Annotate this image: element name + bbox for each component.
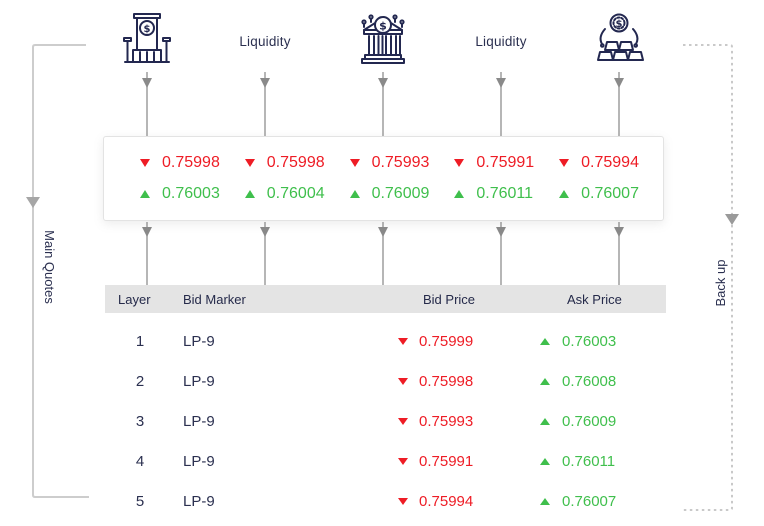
table-row: 1 LP-9 0.75999 0.76003 — [105, 321, 666, 361]
up-triangle-icon — [540, 497, 550, 505]
ask-price-cell: 0.76007 — [562, 492, 617, 510]
liquidity-label: Liquidity — [239, 34, 291, 49]
up-triangle-icon — [540, 377, 550, 385]
layer-cell: 3 — [135, 412, 145, 430]
gold-bars-dollar-icon: $ — [591, 12, 647, 68]
bid-price-cell: 0.75999 — [419, 332, 474, 350]
main-quotes-label: Main Quotes — [42, 230, 57, 304]
bid-price-cell: 0.75991 — [419, 452, 474, 470]
bid-marker-cell: LP-9 — [183, 412, 215, 430]
bank-tower-dollar-icon: $ — [119, 12, 175, 68]
quote-column: 0.75991 0.76011 — [454, 154, 534, 203]
down-triangle-icon — [559, 159, 570, 167]
ask-price-cell: 0.76009 — [562, 412, 617, 430]
bid-marker-cell: LP-9 — [183, 332, 215, 350]
down-triangle-icon — [349, 159, 360, 167]
bid-quote: 0.75994 — [581, 154, 639, 171]
bottom-connector-arrowheads — [142, 227, 624, 237]
up-triangle-icon — [140, 190, 150, 198]
liquidity-label: Liquidity — [475, 34, 527, 49]
down-triangle-icon — [398, 337, 408, 345]
down-triangle-icon — [140, 159, 150, 167]
bid-marker-cell: LP-9 — [183, 372, 215, 390]
quote-column: 0.75993 0.76009 — [349, 154, 430, 203]
backup-label: Back up — [713, 259, 728, 307]
svg-text:$: $ — [616, 19, 623, 30]
bid-price-cell: 0.75994 — [419, 492, 474, 510]
down-triangle-icon — [398, 497, 408, 505]
bid-price-cell: 0.75998 — [419, 372, 474, 390]
down-triangle-icon — [398, 417, 408, 425]
ask-price-cell: 0.76008 — [562, 372, 617, 390]
col-header-layer: Layer — [118, 291, 151, 307]
down-triangle-icon — [398, 457, 408, 465]
table-row: 5 LP-9 0.75994 0.76007 — [105, 481, 666, 521]
table-header: Layer Bid Marker Bid Price Ask Price — [105, 285, 666, 313]
ask-quote: 0.76004 — [266, 185, 325, 202]
table-row: 2 LP-9 0.75998 0.76008 — [105, 361, 666, 401]
bid-quote: 0.75998 — [162, 154, 220, 171]
ask-quote: 0.76003 — [162, 185, 220, 202]
up-triangle-icon — [540, 337, 550, 345]
aggregated-quotes-panel: 0.75998 0.76003 0.75998 0.76004 0.75993 … — [103, 136, 664, 221]
down-triangle-icon — [398, 377, 408, 385]
arrow-down-icon — [26, 197, 40, 208]
ask-quote: 0.76011 — [476, 185, 533, 202]
svg-text:$: $ — [144, 24, 151, 35]
table-row: 3 LP-9 0.75993 0.76009 — [105, 401, 666, 441]
quote-column: 0.75998 0.76003 — [140, 154, 220, 203]
table-body: 1 LP-9 0.75999 0.76003 2 LP-9 0.75998 0.… — [105, 313, 666, 521]
up-triangle-icon — [244, 190, 255, 198]
columned-bank-coins-icon: $ — [355, 12, 411, 68]
arrow-down-icon — [725, 214, 739, 225]
bid-quote: 0.75991 — [476, 154, 535, 171]
bid-marker-cell: LP-9 — [183, 452, 215, 470]
bid-quote: 0.75993 — [371, 154, 430, 171]
top-connector-arrowheads — [142, 78, 624, 88]
up-triangle-icon — [559, 190, 570, 198]
up-triangle-icon — [540, 457, 550, 465]
svg-text:$: $ — [379, 20, 387, 33]
layer-cell: 1 — [135, 332, 145, 350]
layer-cell: 2 — [135, 372, 145, 390]
ask-price-cell: 0.76003 — [562, 332, 617, 350]
bid-quote: 0.75998 — [266, 154, 325, 171]
bid-price-cell: 0.75993 — [419, 412, 474, 430]
ask-quote: 0.76007 — [581, 185, 639, 202]
col-header-ask-price: Ask Price — [567, 291, 622, 307]
layer-cell: 4 — [135, 452, 145, 470]
col-header-bid-price: Bid Price — [423, 291, 476, 307]
up-triangle-icon — [540, 417, 550, 425]
layer-cell: 5 — [135, 492, 145, 510]
quote-column: 0.75998 0.76004 — [244, 154, 325, 203]
col-header-bid-marker: Bid Marker — [183, 291, 246, 307]
up-triangle-icon — [349, 190, 360, 198]
ask-quote: 0.76009 — [371, 185, 430, 202]
depth-of-market-table: Layer Bid Marker Bid Price Ask Price 1 L… — [105, 285, 666, 521]
down-triangle-icon — [244, 159, 255, 167]
table-row: 4 LP-9 0.75991 0.76011 — [105, 441, 666, 481]
down-triangle-icon — [454, 159, 465, 167]
ask-price-cell: 0.76011 — [562, 452, 616, 470]
up-triangle-icon — [454, 190, 465, 198]
quote-column: 0.75994 0.76007 — [559, 154, 639, 203]
main-quotes-bracket — [32, 44, 89, 498]
bid-marker-cell: LP-9 — [183, 492, 215, 510]
